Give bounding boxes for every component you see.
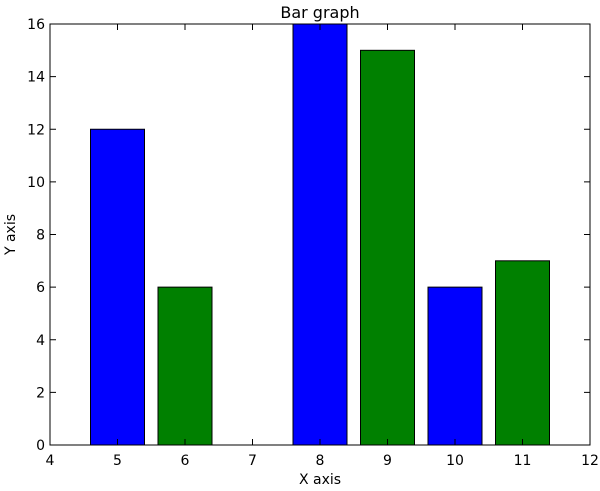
chart-title: Bar graph — [280, 3, 359, 22]
bar — [427, 286, 483, 446]
y-tick-label: 14 — [27, 70, 45, 86]
x-tick-label: 8 — [316, 453, 325, 469]
x-tick-label: 10 — [446, 453, 464, 469]
y-tick-label: 16 — [27, 17, 45, 33]
y-tick-label: 10 — [27, 175, 45, 191]
x-tick-label: 12 — [581, 453, 599, 469]
bar — [292, 23, 348, 446]
plot-frame — [49, 23, 591, 446]
bar — [360, 49, 415, 446]
y-tick-label: 0 — [36, 438, 45, 454]
x-tick-label: 9 — [383, 453, 392, 469]
y-axis-title: Y axis — [3, 214, 19, 256]
x-tick-label: 7 — [248, 453, 257, 469]
bar — [90, 128, 145, 446]
y-tick-label: 12 — [27, 122, 45, 138]
x-tick-label: 6 — [181, 453, 190, 469]
bars-group — [90, 23, 550, 446]
y-tick-label: 2 — [36, 385, 45, 401]
y-tick-label: 8 — [36, 228, 45, 244]
y-tick-label: 6 — [36, 280, 45, 296]
x-tick-label: 4 — [46, 453, 55, 469]
bar — [495, 260, 550, 446]
bar — [157, 286, 213, 446]
x-tick-label: 11 — [514, 453, 532, 469]
x-tick-label: 5 — [113, 453, 122, 469]
y-tick-label: 4 — [36, 333, 45, 349]
x-axis-title: X axis — [299, 472, 341, 488]
